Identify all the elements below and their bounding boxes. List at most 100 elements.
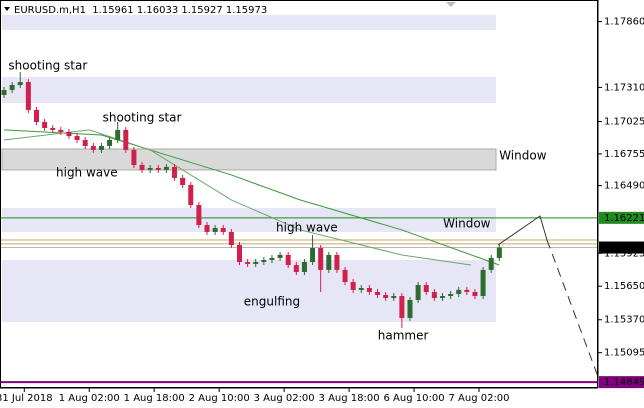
- candle-body: [245, 262, 251, 264]
- candle-body: [155, 168, 161, 170]
- moving-average: [3, 129, 500, 266]
- candle-body: [375, 291, 381, 295]
- candle-body: [180, 177, 186, 186]
- candle-body: [42, 122, 48, 129]
- candle-body: [431, 291, 437, 298]
- projection: [497, 215, 548, 246]
- candle-body: [358, 288, 364, 290]
- candle-body: [236, 245, 242, 263]
- pattern-label: shooting star: [8, 58, 87, 72]
- plot: shooting star shooting star high wave high …: [1, 58, 547, 343]
- candle-body: [123, 129, 129, 150]
- candle-body: [90, 145, 96, 150]
- price-tag-label: 1.15973: [604, 243, 644, 254]
- candle-body: [415, 285, 421, 300]
- plot-frame: [0, 0, 598, 388]
- candle-body: [488, 257, 494, 270]
- zone: [2, 208, 496, 232]
- candle-body: [456, 289, 462, 294]
- pattern-label: high wave: [276, 221, 338, 235]
- price-tag-label: 1.16221: [604, 213, 644, 224]
- candle-body: [472, 291, 478, 297]
- y-tick-label: 1.15650: [604, 281, 644, 292]
- candle-body: [277, 254, 283, 258]
- y-tick-label: 1.15095: [604, 348, 644, 359]
- chart-header: EURUSD.m,H1 1.15961 1.16033 1.15927 1.15…: [14, 5, 267, 16]
- candle-body: [172, 166, 178, 178]
- zones: [0, 14, 598, 384]
- x-tick-label: 31 Jul 2018: [0, 393, 53, 404]
- moving-average: [3, 129, 471, 266]
- y-tick-label: 1.15925: [604, 248, 644, 259]
- x-tick-label: 3 Aug 18:00: [319, 393, 380, 404]
- candle-body: [326, 254, 332, 270]
- candle-body: [163, 166, 169, 170]
- candle-body: [261, 259, 267, 263]
- scroll-marker: [446, 2, 456, 7]
- y-tick-label: 1.17310: [604, 82, 644, 93]
- pattern-label: high wave: [56, 165, 118, 179]
- candle-body: [318, 248, 324, 270]
- x-tick-label: 6 Aug 10:00: [384, 393, 445, 404]
- candle-body: [228, 231, 234, 246]
- y-tick-label: 1.17025: [604, 117, 644, 128]
- candle-body: [17, 82, 23, 86]
- pattern-label: engulfing: [244, 295, 300, 309]
- candle-body: [115, 129, 121, 140]
- candle-body: [74, 136, 80, 140]
- candle-body: [131, 149, 137, 166]
- x-tick-label: 1 Aug 02:00: [59, 393, 120, 404]
- candle-body: [66, 131, 72, 137]
- candle-body: [107, 139, 113, 146]
- zone: [2, 77, 496, 103]
- zone: [2, 14, 496, 30]
- x-tick-label: 1 Aug 18:00: [124, 393, 185, 404]
- candle-body: [350, 282, 356, 290]
- pattern-label: Window: [499, 149, 547, 163]
- candle-body: [253, 262, 259, 264]
- candle-body: [301, 262, 307, 272]
- candle-body: [310, 248, 316, 263]
- candle-body: [196, 205, 202, 226]
- zone: [2, 259, 496, 323]
- candle-body: [212, 228, 218, 232]
- candle-body: [147, 168, 153, 170]
- price-tag-label: 1.14849: [604, 377, 644, 388]
- candle-body: [480, 269, 486, 297]
- y-tick-label: 1.16755: [604, 149, 644, 160]
- pattern-label: shooting star: [103, 110, 182, 124]
- candle-body: [269, 257, 275, 260]
- candle-body: [391, 296, 397, 298]
- candle-body: [448, 293, 454, 297]
- candle-body: [334, 254, 340, 270]
- candle-body: [98, 145, 104, 150]
- candle-body: [50, 128, 56, 130]
- price-tag: [599, 376, 644, 389]
- price-tag: [599, 211, 644, 224]
- candle-body: [342, 269, 348, 283]
- candle-body: [204, 225, 210, 232]
- candle-body: [33, 109, 39, 123]
- x-tick-label: 2 Aug 10:00: [189, 393, 250, 404]
- candle-body: [366, 288, 372, 292]
- candle-body: [9, 85, 15, 90]
- price-tag: [599, 241, 644, 254]
- header-icon: [4, 7, 10, 11]
- candle-body: [220, 228, 226, 232]
- x-tick-label: 7 Aug 02:00: [448, 393, 509, 404]
- pattern-label: Window: [443, 216, 491, 230]
- projection-dashed: [546, 239, 601, 383]
- candle-body: [383, 294, 389, 298]
- candle-body: [496, 247, 502, 258]
- candle-body: [1, 89, 7, 95]
- candle-body: [25, 82, 31, 110]
- candle-body: [464, 289, 470, 292]
- candle-body: [439, 296, 445, 298]
- zone: [1, 148, 497, 171]
- candle-body: [285, 254, 291, 266]
- candle-body: [188, 185, 194, 206]
- candle-body: [293, 265, 299, 272]
- candle-body: [82, 139, 88, 146]
- candle-body: [423, 285, 429, 292]
